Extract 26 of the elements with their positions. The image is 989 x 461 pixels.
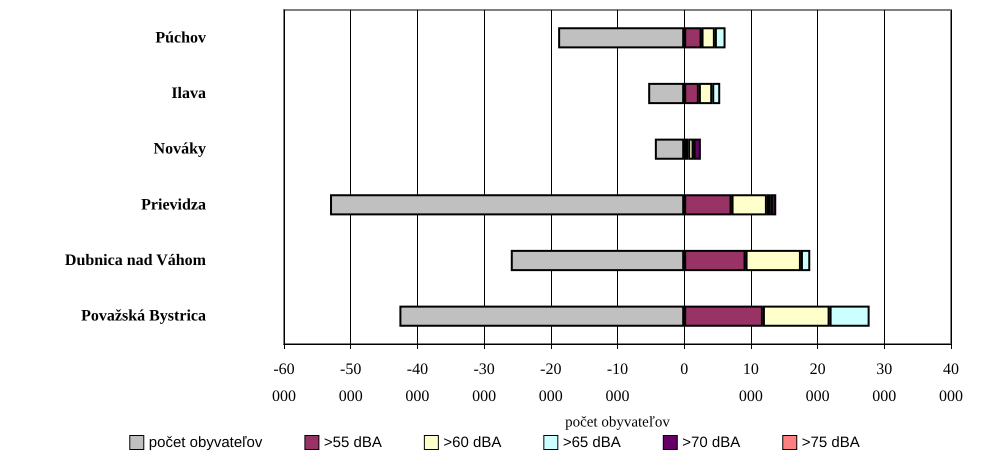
x-tick-label: -60 000 — [272, 361, 296, 405]
y-tick-label: Dubnica nad Váhom — [64, 252, 207, 269]
x-tick-label: -40 000 — [405, 361, 430, 405]
legend-label: počet obyvateľov — [148, 434, 263, 451]
legend-label: >70 dBA — [682, 434, 740, 451]
bar — [654, 138, 684, 160]
legend-label: >55 dBA — [324, 434, 382, 451]
x-tick-label: 40 000 — [939, 361, 963, 405]
y-tick-label: Nováky — [154, 140, 206, 158]
x-tick-label: -10 000 — [606, 361, 630, 405]
legend-label: >75 dBA — [802, 434, 860, 451]
legend-label: >65 dBA — [562, 434, 621, 451]
y-tick-label: Ilava — [171, 85, 206, 102]
y-tick-label: Považská Bystrica — [81, 308, 206, 325]
x-tick-label: 20 000 — [806, 361, 830, 405]
x-tick-label: 0 — [680, 361, 688, 378]
bar — [770, 194, 776, 216]
x-tick-label: 30 000 — [872, 361, 896, 405]
y-tick-label: Púchov — [155, 29, 206, 46]
x-tick-label: -30 000 — [472, 361, 496, 405]
legend-label: >60 dBA — [443, 434, 502, 451]
x-tick-label: -50 000 — [338, 361, 363, 405]
x-tick-label: 10 000 — [738, 361, 763, 405]
x-tick-label: -20 000 — [538, 361, 563, 405]
x-axis-title: počet obyvateľov — [565, 414, 670, 430]
y-tick-label: Prievidza — [141, 196, 206, 214]
